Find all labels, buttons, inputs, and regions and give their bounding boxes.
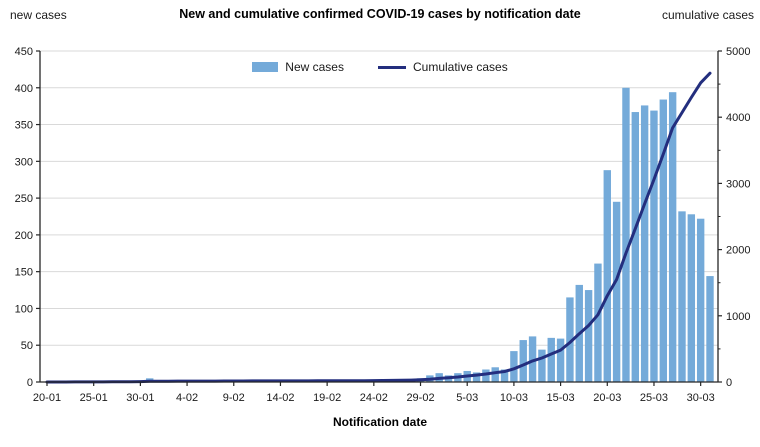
axes: 0 50 100 150 200 250 300 350 400 450 0 1000 2000 3000… bbox=[15, 46, 751, 404]
bar bbox=[519, 340, 527, 382]
tick-label: 150 bbox=[15, 267, 33, 279]
bar bbox=[678, 211, 686, 382]
bar bbox=[482, 369, 490, 382]
bar bbox=[612, 201, 621, 382]
bar bbox=[528, 336, 537, 382]
bar bbox=[594, 263, 602, 382]
tick-label: 14-02 bbox=[266, 392, 294, 404]
bar bbox=[687, 214, 696, 382]
left-axis-title: new cases bbox=[10, 8, 67, 22]
bar bbox=[622, 87, 630, 383]
bar bbox=[472, 372, 481, 382]
tick-label: 200 bbox=[15, 230, 33, 242]
tick-label: 9-02 bbox=[223, 392, 245, 404]
tick-label: 19-02 bbox=[313, 392, 341, 404]
new-cases-swatch-icon bbox=[252, 62, 279, 72]
tick-label: 24-02 bbox=[360, 392, 388, 404]
bar bbox=[500, 369, 509, 382]
tick-label: 10-03 bbox=[500, 392, 528, 404]
tick-label: 20-03 bbox=[593, 392, 621, 404]
legend-item-cumulative-cases: Cumulative cases bbox=[377, 60, 508, 74]
tick-label: 250 bbox=[15, 193, 33, 205]
tick-label: 350 bbox=[15, 120, 33, 132]
tick-label: 5-03 bbox=[456, 392, 478, 404]
bar bbox=[547, 337, 555, 382]
tick-label: 29-02 bbox=[406, 392, 434, 404]
tick-label: 300 bbox=[15, 156, 33, 168]
bar bbox=[510, 351, 518, 382]
bar bbox=[538, 349, 546, 382]
tick-label: 2000 bbox=[726, 245, 750, 257]
tick-label: 0 bbox=[27, 377, 33, 389]
tick-label: 1000 bbox=[726, 311, 750, 323]
tick-label: 50 bbox=[21, 340, 33, 352]
cumulative-cases-swatch-icon bbox=[377, 65, 406, 69]
bar bbox=[491, 367, 499, 382]
bar bbox=[659, 99, 668, 383]
bar bbox=[668, 92, 677, 383]
bar bbox=[640, 105, 649, 382]
tick-label: 25-03 bbox=[640, 392, 668, 404]
bar bbox=[650, 110, 658, 382]
legend-label-new-cases: New cases bbox=[285, 60, 344, 74]
bar bbox=[706, 276, 714, 382]
x-axis-title: Notification date bbox=[332, 415, 427, 429]
bar bbox=[556, 338, 565, 382]
tick-label: 5000 bbox=[726, 46, 750, 58]
bar bbox=[566, 297, 574, 382]
cumulative-line bbox=[45, 71, 712, 384]
chart-title: New and cumulative confirmed COVID-19 ca… bbox=[179, 7, 581, 21]
tick-label: 3000 bbox=[726, 178, 750, 190]
tick-label: 15-03 bbox=[547, 392, 575, 404]
bar bbox=[696, 218, 705, 382]
legend-label-cumulative-cases: Cumulative cases bbox=[412, 60, 508, 74]
tick-label: 30-01 bbox=[126, 392, 154, 404]
tick-label: 30-03 bbox=[687, 392, 715, 404]
bar bbox=[584, 290, 593, 382]
tick-label: 4000 bbox=[726, 112, 750, 124]
tick-label: 25-01 bbox=[80, 392, 108, 404]
bar bbox=[603, 170, 611, 382]
bar bbox=[631, 112, 639, 382]
tick-label: 20-01 bbox=[33, 392, 61, 404]
legend: New cases Cumulative cases bbox=[0, 60, 760, 74]
tick-label: 400 bbox=[15, 83, 33, 95]
tick-label: 4-02 bbox=[176, 392, 198, 404]
tick-label: 0 bbox=[726, 377, 732, 389]
legend-item-new-cases: New cases bbox=[252, 60, 344, 74]
new-cases-bars bbox=[71, 87, 714, 383]
right-axis-title: cumulative cases bbox=[661, 8, 754, 22]
tick-label: 450 bbox=[15, 46, 33, 58]
tick-label: 100 bbox=[15, 303, 33, 315]
